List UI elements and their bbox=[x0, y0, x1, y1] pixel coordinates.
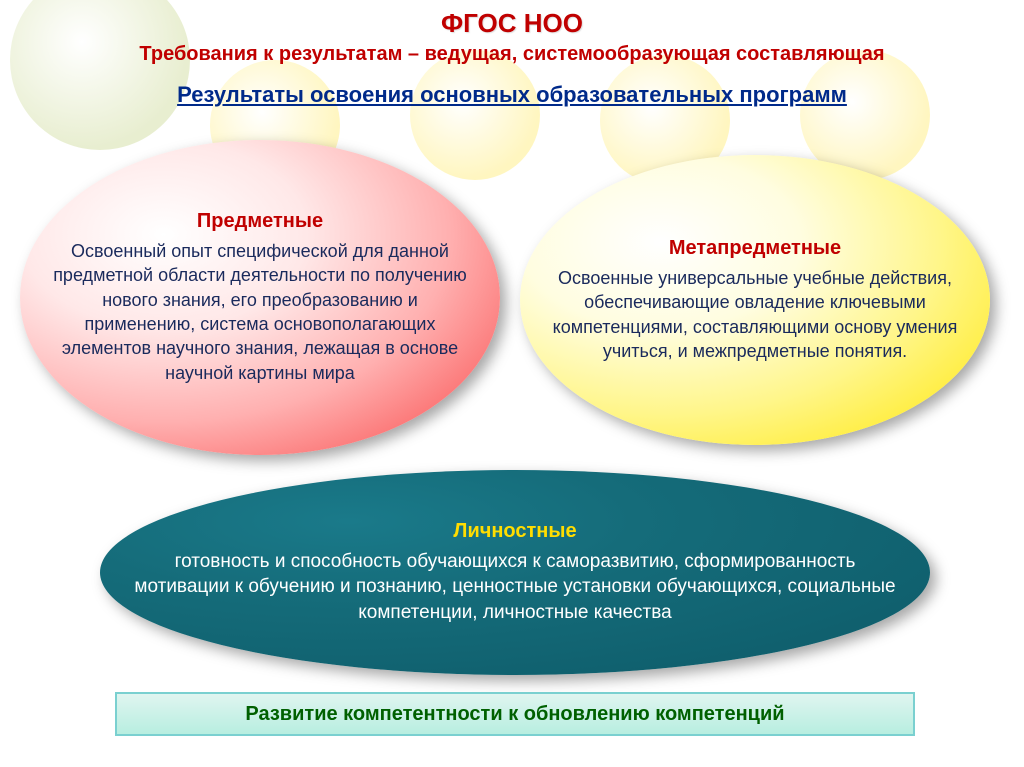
meta-body: Освоенные универсальные учебные действия… bbox=[550, 266, 960, 363]
subject-title: Предметные bbox=[197, 210, 323, 233]
section-title: Результаты освоения основных образовател… bbox=[0, 82, 1024, 108]
page-header: ФГОС НОО Требования к результатам – веду… bbox=[0, 0, 1024, 66]
personal-body: готовность и способность обучающихся к с… bbox=[130, 549, 900, 626]
meta-oval: Метапредметные Освоенные универсальные у… bbox=[520, 155, 990, 445]
main-title: ФГОС НОО bbox=[0, 8, 1024, 39]
footer-text: Развитие компетентности к обновлению ком… bbox=[245, 703, 784, 726]
subject-body: Освоенный опыт специфической для данной … bbox=[50, 239, 470, 385]
personal-oval: Личностные готовность и способность обуч… bbox=[100, 470, 930, 675]
personal-title: Личностные bbox=[453, 520, 576, 543]
sub-title: Требования к результатам – ведущая, сист… bbox=[0, 43, 1024, 66]
footer-box: Развитие компетентности к обновлению ком… bbox=[115, 692, 915, 736]
decorative-circle bbox=[410, 50, 540, 180]
meta-title: Метапредметные bbox=[669, 237, 841, 260]
subject-oval: Предметные Освоенный опыт специфической … bbox=[20, 140, 500, 455]
